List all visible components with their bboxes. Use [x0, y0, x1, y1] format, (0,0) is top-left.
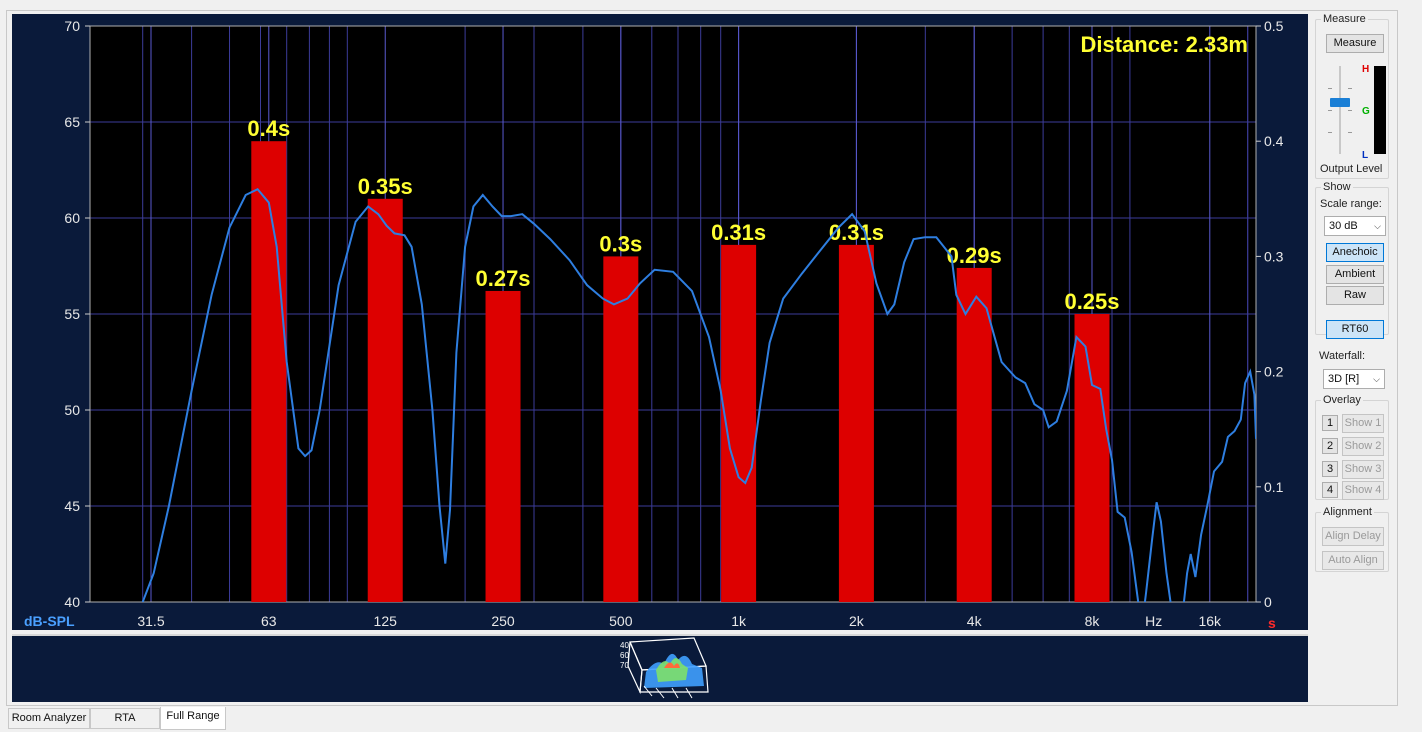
control-panel: Measure Measure H G L Output Level Show …	[1313, 12, 1391, 574]
meter-low-label: L	[1362, 150, 1369, 161]
rt60-chart: 40 45 50 55 60 65 70 0 0.1 0.2 0.3 0.4 0.5 31.5 63 125 2…	[24, 18, 1284, 630]
measure-group: Measure Measure H G L Output Level	[1315, 13, 1389, 179]
scale-range-value: 30 dB	[1329, 220, 1358, 232]
output-level-meter: H G L	[1362, 62, 1388, 162]
rt60-bar	[603, 256, 639, 602]
x-tick-label: 250	[491, 613, 515, 629]
show-1-button[interactable]: Show 1	[1342, 414, 1384, 433]
overlay-group: Overlay 1 Show 1 2 Show 2 3 Show 3 4 Sho…	[1315, 394, 1389, 500]
y-right-tick-label: 0	[1264, 594, 1272, 610]
waterfall-strip: 40 60 70	[12, 634, 1308, 702]
y-right-tick-label: 0.1	[1264, 479, 1284, 495]
auto-align-button[interactable]: Auto Align	[1322, 551, 1384, 570]
rt60-bar	[485, 290, 521, 602]
align-delay-button[interactable]: Align Delay	[1322, 527, 1384, 546]
tab-room-analyzer[interactable]: Room Analyzer	[8, 708, 90, 729]
rt60-bar	[1074, 314, 1110, 602]
y-right-tick-label: 0.5	[1264, 18, 1284, 34]
x-tick-label: 8k	[1085, 613, 1101, 629]
output-level-label: Output Level	[1320, 163, 1383, 175]
x-unit-label: Hz	[1145, 613, 1162, 629]
measure-group-title: Measure	[1321, 13, 1368, 25]
svg-text:60: 60	[620, 651, 629, 660]
scale-range-select[interactable]: 30 dB ⌵	[1324, 216, 1386, 236]
waterfall-select[interactable]: 3D [R] ⌵	[1323, 369, 1385, 389]
y-left-tick-label: 50	[64, 402, 80, 418]
x-tick-label: 31.5	[137, 613, 164, 629]
alignment-group: Alignment Align Delay Auto Align	[1315, 506, 1389, 572]
rt60-bar-label: 0.31s	[711, 220, 766, 245]
alignment-group-title: Alignment	[1321, 506, 1374, 518]
y-left-tick-label: 70	[64, 18, 80, 34]
overlay-2-button[interactable]: 2	[1322, 438, 1338, 454]
raw-button[interactable]: Raw	[1326, 286, 1384, 305]
y-left-tick-label: 55	[64, 306, 80, 322]
rt60-button[interactable]: RT60	[1326, 320, 1384, 339]
y-left-tick-label: 60	[64, 210, 80, 226]
rt60-bar-label: 0.29s	[947, 243, 1002, 268]
overlay-1-button[interactable]: 1	[1322, 415, 1338, 431]
y-right-tick-label: 0.4	[1264, 133, 1284, 149]
x-tick-label: 4k	[967, 613, 983, 629]
waterfall-value: 3D [R]	[1328, 373, 1360, 385]
show-4-button[interactable]: Show 4	[1342, 481, 1384, 500]
rt60-bar-label: 0.3s	[599, 231, 642, 256]
ambient-button[interactable]: Ambient	[1326, 265, 1384, 284]
rt60-bar-label: 0.31s	[829, 220, 884, 245]
meter-good-label: G	[1362, 106, 1370, 117]
y-left-tick-label: 40	[64, 594, 80, 610]
rt60-bar-label: 0.27s	[475, 266, 530, 291]
overlay-group-title: Overlay	[1321, 394, 1363, 406]
rt60-bar-label: 0.4s	[247, 116, 290, 141]
y-left-axis-label: dB-SPL	[24, 613, 75, 629]
x-tick-label: 2k	[849, 613, 865, 629]
x-tick-label: 63	[261, 613, 277, 629]
tab-rta[interactable]: RTA	[90, 708, 160, 729]
waterfall-label: Waterfall:	[1319, 350, 1366, 362]
anechoic-button[interactable]: Anechoic	[1326, 243, 1384, 262]
y-left-tick-label: 65	[64, 114, 80, 130]
show-group: Show Scale range: 30 dB ⌵ Anechoic Ambien…	[1315, 181, 1389, 339]
rt60-bar	[956, 267, 992, 602]
rt60-bar	[251, 141, 287, 602]
x-tick-label: 16k	[1198, 613, 1222, 629]
x-tick-label: 125	[374, 613, 398, 629]
show-2-button[interactable]: Show 2	[1342, 437, 1384, 456]
rt60-bar	[367, 198, 403, 603]
svg-text:40: 40	[620, 641, 629, 650]
tab-bar: Room Analyzer RTA Full Range	[6, 707, 246, 730]
frequency-response-line	[141, 187, 1256, 602]
y-right-axis-label: s	[1268, 615, 1276, 630]
meter-high-label: H	[1362, 64, 1370, 75]
x-tick-label: 1k	[731, 613, 747, 629]
slider-thumb[interactable]	[1330, 98, 1350, 107]
y-right-tick-label: 0.3	[1264, 248, 1284, 264]
scale-range-label: Scale range:	[1320, 198, 1382, 210]
rt60-bar	[721, 244, 757, 602]
waterfall-thumbnail[interactable]: 40 60 70	[616, 636, 712, 700]
x-tick-label: 500	[609, 613, 633, 629]
svg-text:70: 70	[620, 661, 629, 670]
rt60-bar-label: 0.25s	[1064, 289, 1119, 314]
rt60-bar-label: 0.35s	[358, 174, 413, 199]
output-level-slider[interactable]	[1328, 66, 1352, 156]
rt60-bar	[838, 244, 874, 602]
tab-full-range[interactable]: Full Range	[160, 707, 226, 730]
show-3-button[interactable]: Show 3	[1342, 460, 1384, 479]
frequency-response-graph[interactable]: 40 45 50 55 60 65 70 0 0.1 0.2 0.3 0.4 0.5 31.5 63 125 2…	[12, 14, 1308, 630]
overlay-3-button[interactable]: 3	[1322, 461, 1338, 477]
y-left-tick-label: 45	[64, 498, 80, 514]
overlay-4-button[interactable]: 4	[1322, 482, 1338, 498]
y-right-tick-label: 0.2	[1264, 364, 1284, 380]
measure-button[interactable]: Measure	[1326, 34, 1384, 53]
distance-readout: Distance: 2.33m	[1080, 32, 1248, 57]
show-group-title: Show	[1321, 181, 1353, 193]
